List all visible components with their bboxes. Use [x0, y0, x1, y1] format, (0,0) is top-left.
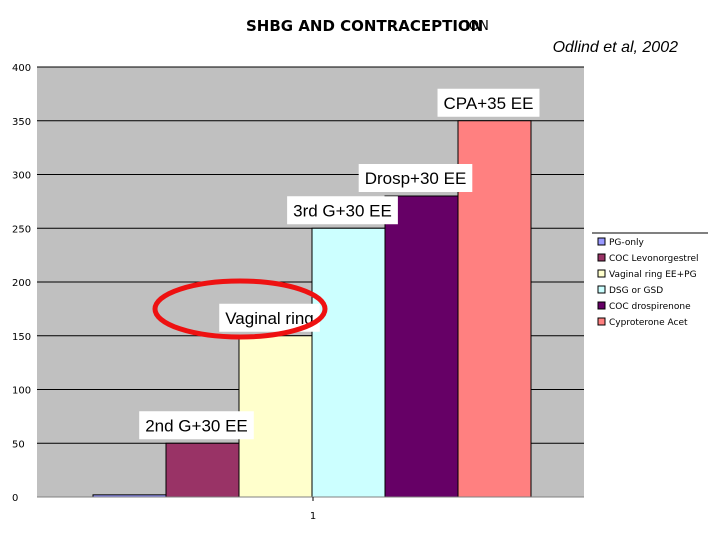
legend-swatch — [597, 269, 606, 278]
legend: PG-only COC Levonorgestrel Vaginal ring EE… — [592, 232, 708, 328]
y-tick-label: 100 — [12, 386, 31, 397]
callout-box — [437, 88, 540, 117]
y-tick-label: 200 — [12, 278, 31, 289]
highlight-circle — [152, 278, 328, 340]
callout-box — [358, 164, 473, 192]
legend-swatch — [597, 285, 606, 294]
legend-swatch — [597, 301, 606, 310]
y-tick-label: 250 — [12, 224, 31, 235]
callout-label: 3rd G+30 EE — [293, 201, 392, 220]
citation: Odlind et al, 2002 — [553, 39, 679, 56]
y-tick-label: 400 — [12, 63, 31, 74]
bar-coc-levonorgestrel — [165, 442, 240, 498]
y-axis: 0 50 100 150 200 250 300 350 400 — [12, 63, 31, 504]
legend-entry: PG-only — [609, 238, 645, 248]
callout-label: CPA+35 EE — [444, 94, 534, 113]
callout-label: 2nd G+30 EE — [145, 416, 248, 435]
callout-0: 2nd G+30 EE — [139, 411, 254, 440]
y-tick-label: 0 — [12, 493, 18, 504]
legend-entry: Cyproterone Acet — [609, 318, 688, 328]
callout-label: Drosp+30 EE — [365, 169, 467, 188]
callout-box — [139, 411, 254, 440]
x-tick-label: 1 — [310, 511, 316, 522]
legend-entry: Vaginal ring EE+PG — [609, 270, 697, 280]
legend-entry: COC Levonorgestrel — [609, 254, 699, 264]
bar-coc-drospirenone — [384, 195, 459, 498]
legend-entry: COC drospirenone — [609, 302, 691, 312]
callout-2: 3rd G+30 EE — [287, 196, 398, 225]
legend-entry: DSG or GSD — [609, 286, 663, 296]
chart-title-overlap: ION — [465, 19, 489, 34]
callout-4: CPA+35 EE — [437, 88, 540, 117]
callout-box — [287, 196, 398, 225]
legend-swatch — [597, 237, 606, 246]
y-tick-label: 350 — [12, 117, 31, 128]
bar-dsg-or-gsd — [311, 227, 386, 498]
y-tick-label: 150 — [12, 332, 31, 343]
legend-swatch — [597, 253, 606, 262]
y-tick-label: 300 — [12, 171, 31, 182]
y-tick-label: 50 — [12, 439, 25, 450]
callout-3: Drosp+30 EE — [358, 164, 473, 192]
chart-title: SHBG AND CONTRACEPTION — [246, 17, 483, 35]
legend-swatch — [597, 317, 606, 326]
callout-label: Vaginal ring — [225, 309, 314, 328]
